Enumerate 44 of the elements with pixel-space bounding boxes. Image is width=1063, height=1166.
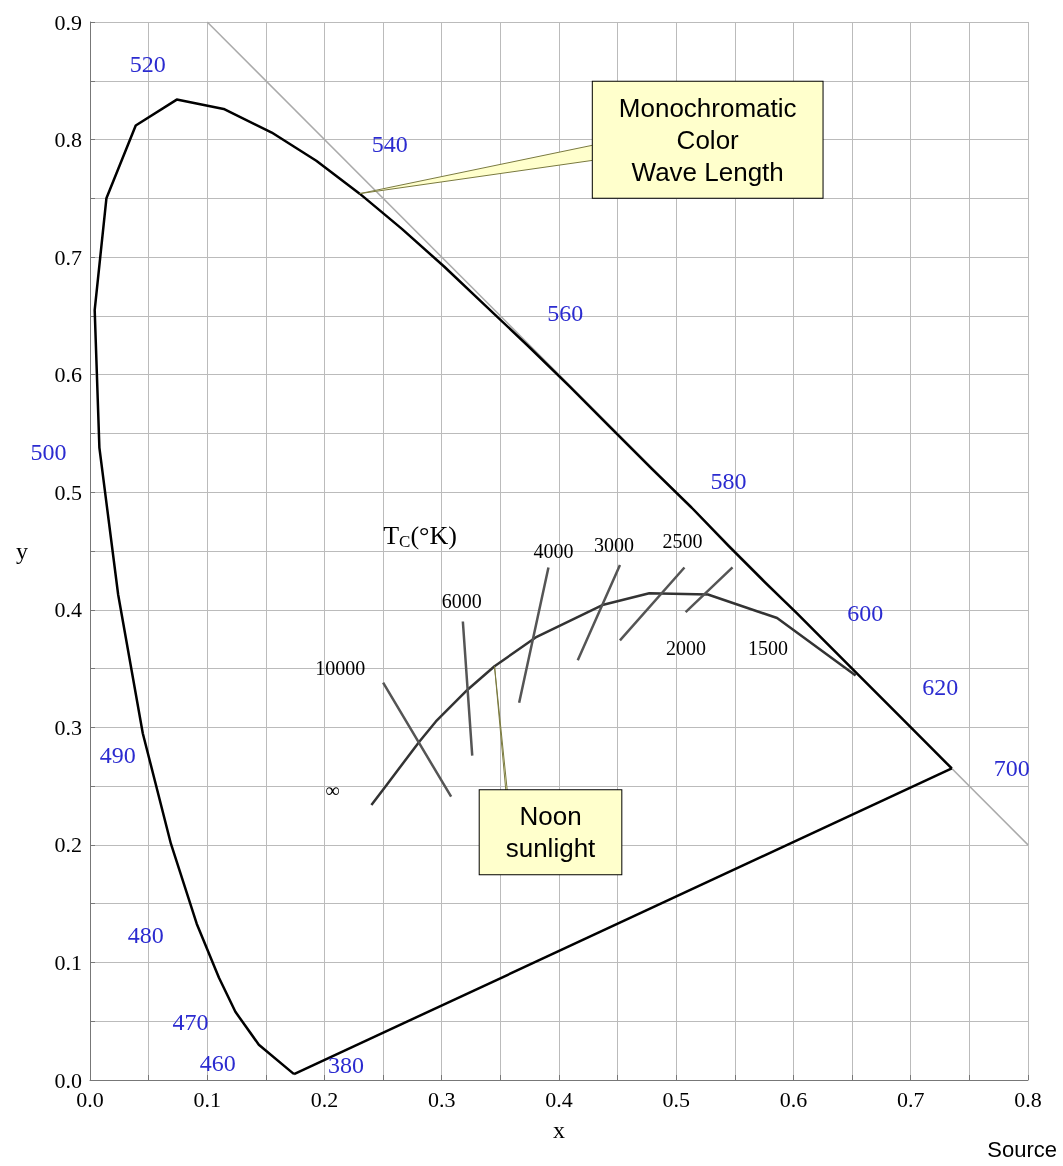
x-tick-label: 0.2 [310, 1086, 339, 1112]
annotation: 600 [847, 599, 884, 626]
annotation: Noon sunlight [505, 801, 597, 864]
x-tick-label: 0.6 [779, 1086, 808, 1112]
y-axis-title: y [16, 538, 28, 564]
y-tick-label: 0.0 [54, 1067, 82, 1093]
y-tick-label: 0.8 [54, 127, 82, 153]
y-tick-label: 0.4 [54, 597, 82, 623]
y-tick-label: 0.7 [54, 244, 82, 270]
annotation: 490 [99, 742, 136, 769]
annotation: 480 [127, 921, 164, 948]
y-tick-label: 0.1 [54, 949, 82, 975]
x-tick-label: 0.8 [1014, 1086, 1042, 1112]
y-tick-label: 0.2 [54, 832, 82, 858]
annotation: 620 [922, 673, 959, 700]
annotation: 540 [371, 130, 408, 157]
y-tick-label: 0.6 [54, 362, 82, 388]
annotation: 10000 [315, 656, 366, 679]
annotation: 2500 [662, 530, 703, 553]
annotation: 380 [328, 1052, 365, 1079]
annotation: 560 [547, 300, 584, 327]
annotation: 1500 [748, 637, 789, 660]
annotation: Monochromatic Color Wave Length [618, 92, 797, 187]
annotation: 470 [172, 1008, 209, 1035]
x-tick-label: 0.7 [897, 1086, 925, 1112]
y-tick-label: 0.9 [54, 9, 82, 35]
annotation: 700 [993, 755, 1030, 782]
annotation: 4000 [533, 540, 574, 563]
annotation: 580 [710, 467, 747, 494]
x-axis-title: x [553, 1117, 565, 1143]
y-tick-label: 0.3 [54, 714, 82, 740]
x-tick-label: 0.4 [545, 1086, 573, 1112]
x-tick-label: 0.1 [193, 1086, 221, 1112]
annotation: 460 [199, 1049, 236, 1076]
annotation: ∞ [325, 778, 340, 801]
y-tick-label: 0.5 [54, 479, 82, 505]
x-tick-label: 0.3 [428, 1086, 456, 1112]
annotation: 3000 [593, 534, 634, 557]
annotation: 6000 [441, 589, 482, 612]
annotation: 520 [129, 50, 166, 77]
annotation: 500 [30, 438, 67, 465]
text: Source [987, 1136, 1058, 1162]
x-tick-label: 0.5 [662, 1086, 690, 1112]
annotation: 2000 [665, 637, 706, 660]
